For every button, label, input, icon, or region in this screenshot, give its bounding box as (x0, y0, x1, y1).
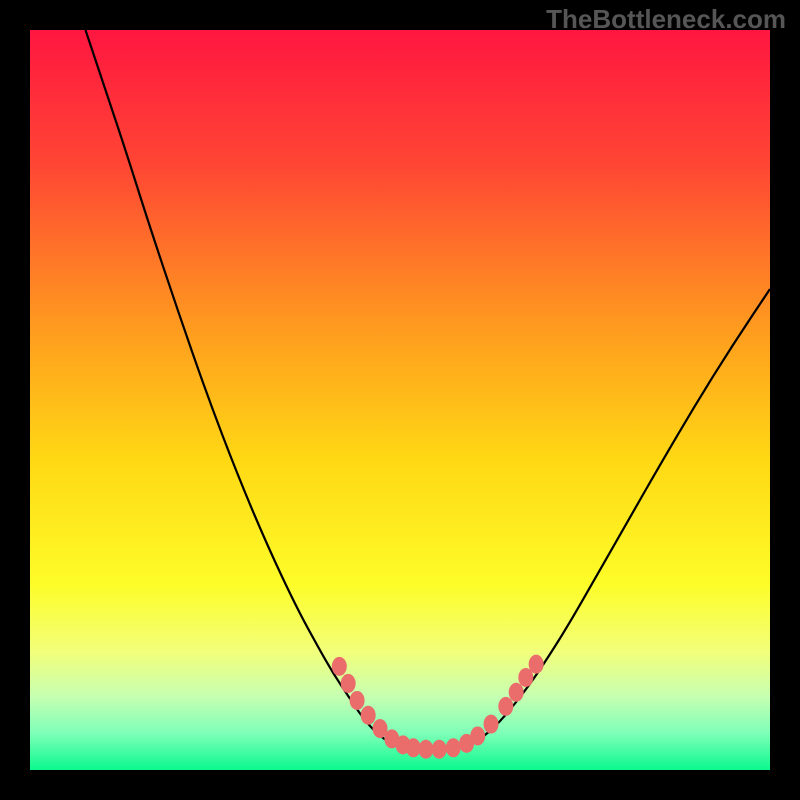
watermark-text: TheBottleneck.com (546, 4, 786, 35)
marker-dot (350, 691, 365, 710)
chart-svg (30, 30, 770, 770)
marker-dot (332, 657, 347, 676)
gradient-background (30, 30, 770, 770)
marker-dot (509, 683, 524, 702)
marker-dot (470, 726, 485, 745)
marker-dot (418, 740, 433, 759)
marker-dot (341, 674, 356, 693)
marker-dot (432, 740, 447, 759)
plot-area (30, 30, 770, 770)
marker-dot (361, 706, 376, 725)
marker-dot (529, 655, 544, 674)
marker-dot (498, 697, 513, 716)
marker-dot (484, 715, 499, 734)
marker-dot (446, 738, 461, 757)
